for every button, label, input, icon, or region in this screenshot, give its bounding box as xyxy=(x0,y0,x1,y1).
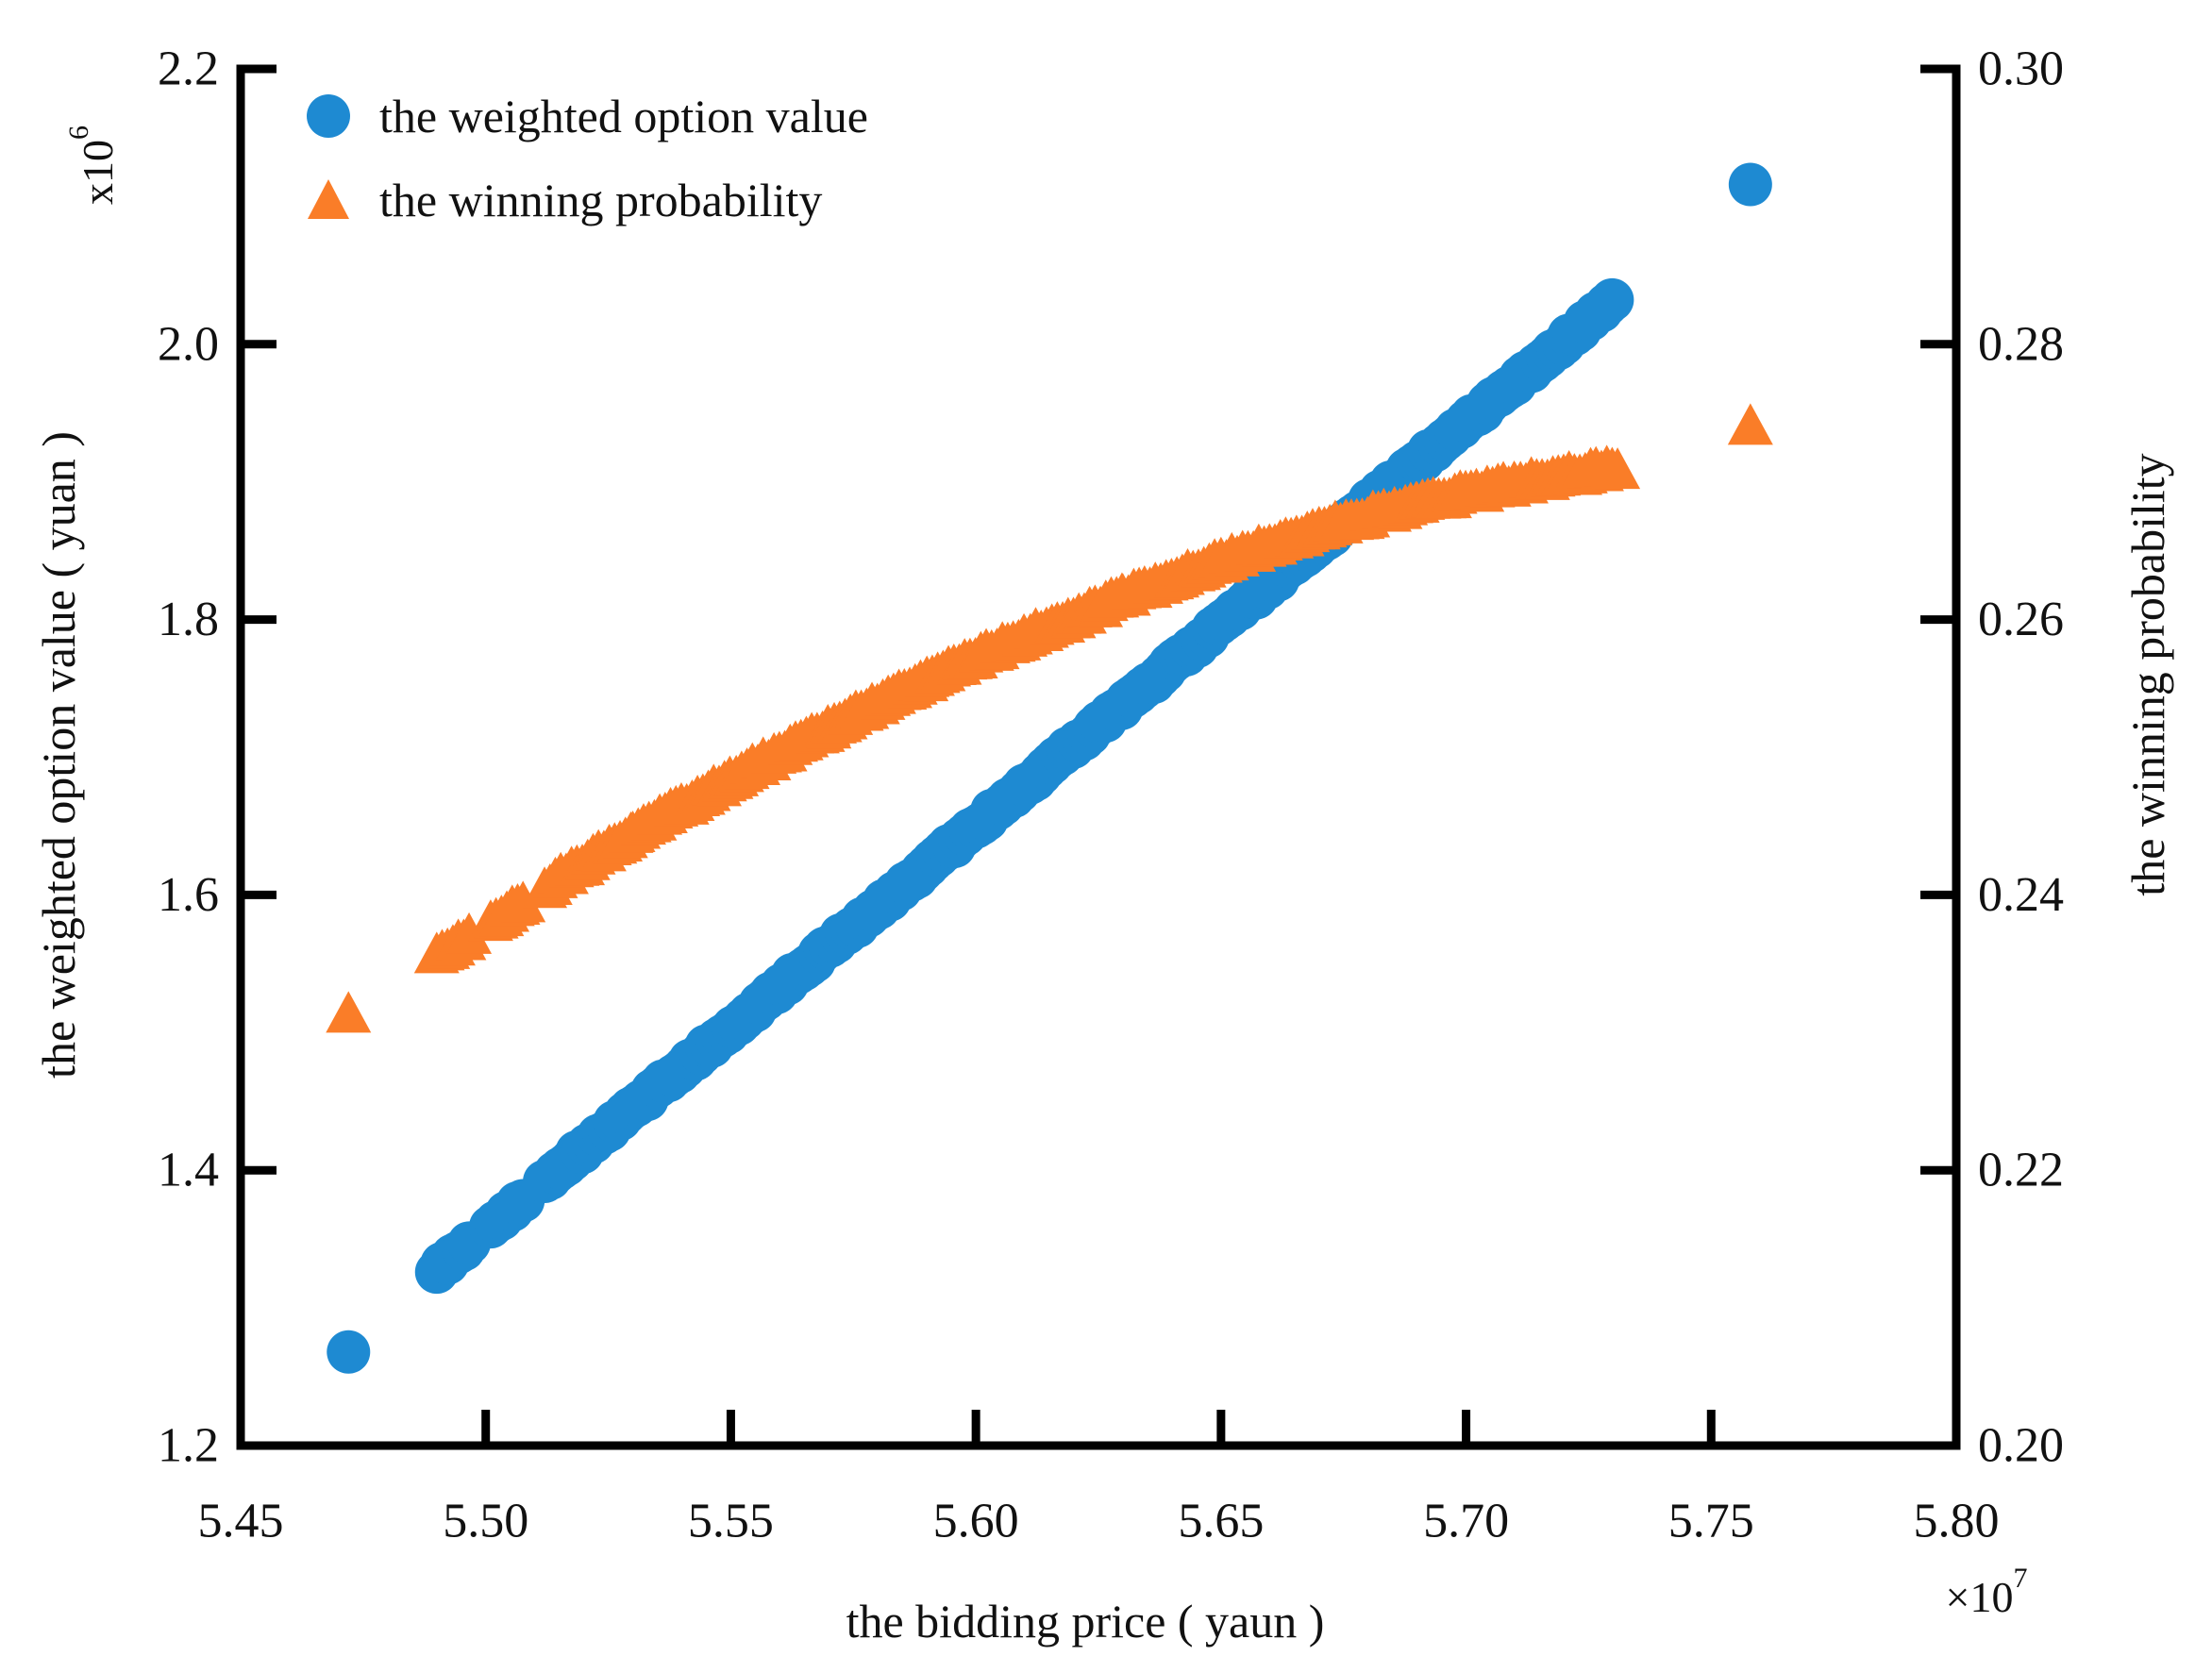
y-right-tick-label: 0.20 xyxy=(1978,1419,2064,1473)
data-point-marker xyxy=(1595,447,1641,490)
x-axis-title: the bidding price ( yaun ) xyxy=(846,1595,1325,1648)
y-left-tick-label: 1.4 xyxy=(158,1144,219,1197)
x-tick-label: 5.50 xyxy=(443,1495,528,1548)
y-left-tick-label: 1.2 xyxy=(158,1419,219,1473)
x-tick-label: 5.55 xyxy=(688,1495,774,1548)
multiplier-layer: ×107 x106 xyxy=(63,125,2028,1621)
legend-marker-triangle xyxy=(308,179,349,219)
legend-item: the winning probability xyxy=(308,174,822,226)
y-right-tick-label: 0.22 xyxy=(1978,1144,2064,1197)
data-point-marker xyxy=(327,1330,371,1374)
y-right-tick-label: 0.24 xyxy=(1978,868,2064,922)
x-tick-label: 5.70 xyxy=(1423,1495,1509,1548)
y-left-axis-title: the weighted option value ( yuan ) xyxy=(32,431,85,1079)
legend: the weighted option value the winning pr… xyxy=(307,90,868,226)
tick-label-layer: 5.45 5.50 5.55 5.60 5.65 5.70 5.75 5.80 2.2 2.0 1.… xyxy=(158,42,2064,1548)
legend-item: the weighted option value xyxy=(307,90,868,142)
y-right-tick-label: 0.30 xyxy=(1978,42,2064,96)
series-layer xyxy=(326,162,1773,1374)
y-right-tick-label: 0.26 xyxy=(1978,593,2064,646)
y-left-tick-label: 1.6 xyxy=(158,868,219,922)
y-left-tick-label: 1.8 xyxy=(158,593,219,646)
data-point-marker xyxy=(326,991,372,1033)
x-tick-label: 5.65 xyxy=(1178,1495,1264,1548)
data-point-marker xyxy=(446,912,493,954)
legend-marker-circle xyxy=(307,94,350,138)
y-right-tick-label: 0.28 xyxy=(1978,317,2064,371)
y-left-axis-multiplier: x106 xyxy=(63,125,122,205)
x-tick-label: 5.45 xyxy=(198,1495,284,1548)
x-axis-multiplier: ×107 xyxy=(1946,1563,2028,1621)
data-point-marker xyxy=(1727,403,1773,445)
data-point-marker xyxy=(1728,162,1772,207)
y-left-tick-label: 2.0 xyxy=(158,317,219,371)
legend-item-label: the weighted option value xyxy=(379,90,868,142)
legend-item-label: the winning probability xyxy=(379,174,822,226)
x-tick-label: 5.75 xyxy=(1668,1495,1754,1548)
y-left-tick-label: 2.2 xyxy=(158,42,219,96)
x-tick-label: 5.60 xyxy=(933,1495,1019,1548)
y-right-axis-title: the winning probability xyxy=(2121,453,2174,895)
data-point-marker xyxy=(1590,277,1634,322)
series-winning-probability xyxy=(326,403,1773,1033)
data-point-marker xyxy=(500,880,546,923)
series-weighted-option-value xyxy=(327,162,1772,1374)
x-tick-label: 5.80 xyxy=(1914,1495,2000,1548)
axes-layer xyxy=(236,64,1961,1450)
